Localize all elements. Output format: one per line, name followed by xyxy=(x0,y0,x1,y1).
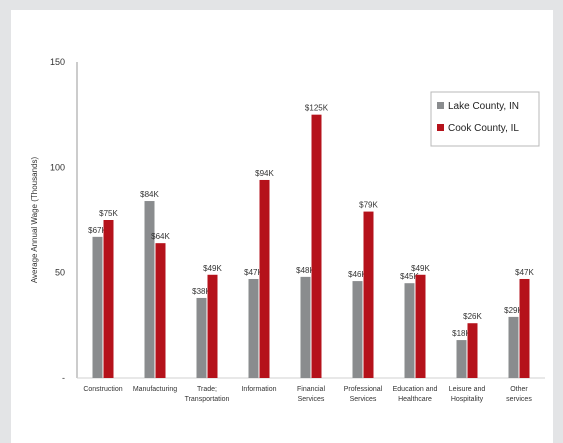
bar-lake xyxy=(248,278,259,378)
x-tick-line: Education and xyxy=(393,386,438,393)
data-label: $18K xyxy=(452,329,471,338)
x-tick-label: Professional Services xyxy=(344,386,383,403)
x-tick-line: Trade; xyxy=(197,386,217,393)
data-label: $45K xyxy=(400,272,419,281)
x-tick-line: Construction xyxy=(83,386,122,393)
bar-cook xyxy=(519,278,530,378)
x-tick-label: Education and Healthcare xyxy=(393,386,438,403)
bar-lake xyxy=(144,201,155,378)
bar-lake xyxy=(300,276,311,378)
data-label: $26K xyxy=(463,312,482,321)
x-tick-line: Services xyxy=(350,396,377,403)
bar-cook xyxy=(363,211,374,378)
y-tick-label: 50 xyxy=(55,268,65,278)
y-tick-label: 100 xyxy=(50,162,65,172)
bar-cook xyxy=(155,243,166,378)
x-tick-label: Other services xyxy=(506,386,532,403)
legend-swatch xyxy=(437,102,444,109)
data-label: $38K xyxy=(192,287,211,296)
legend-label: Lake County, IN xyxy=(448,101,519,112)
x-tick-line: Information xyxy=(241,386,276,393)
bar-lake xyxy=(456,340,467,378)
bar-cook xyxy=(103,220,114,378)
y-axis-title: Average Annual Wage (Thousands) xyxy=(30,157,39,284)
x-tick-line: Hospitality xyxy=(451,396,484,403)
bar-cook xyxy=(259,179,270,378)
x-tick-label: Leisure and Hospitality xyxy=(449,386,486,403)
data-label: $79K xyxy=(359,201,378,210)
bar-cook xyxy=(467,323,478,378)
x-tick-line: Manufacturing xyxy=(133,386,177,393)
bar-lake xyxy=(508,316,519,378)
data-label: $94K xyxy=(255,169,274,178)
bar-lake xyxy=(404,283,415,378)
x-tick-label: Financial Services xyxy=(297,386,325,403)
x-tick-line: Services xyxy=(298,396,325,403)
data-label: $46K xyxy=(348,270,367,279)
bar-cook xyxy=(207,274,218,378)
data-label: $84K xyxy=(140,190,159,199)
x-tick-line: Leisure and xyxy=(449,386,486,393)
bar-lake xyxy=(196,297,207,378)
x-tick-label: Construction xyxy=(83,386,122,393)
legend-swatch xyxy=(437,124,444,131)
data-label: $29K xyxy=(504,306,523,315)
x-tick-label: Information xyxy=(241,386,276,393)
data-label: $47K xyxy=(244,268,263,277)
legend-label: Cook County, IL xyxy=(448,123,519,134)
data-label: $67K xyxy=(88,226,107,235)
data-label: $47K xyxy=(515,268,534,277)
x-tick-label: Trade; Transportation xyxy=(185,386,230,403)
x-tick-line: Other xyxy=(510,386,528,393)
data-label: $64K xyxy=(151,232,170,241)
x-tick-line: Healthcare xyxy=(398,396,432,403)
data-label: $48K xyxy=(296,266,315,275)
data-label: $49K xyxy=(203,264,222,273)
bar-lake xyxy=(352,281,363,378)
x-tick-line: Financial xyxy=(297,386,325,393)
x-tick-line: Professional xyxy=(344,386,383,393)
bar-cook xyxy=(311,114,322,379)
legend-box xyxy=(430,91,540,147)
bar-chart: 150 100 50 - Average Annual Wage (Thousands)… xyxy=(30,57,545,403)
y-tick-label: - xyxy=(62,373,65,383)
bar-cook xyxy=(415,274,426,378)
x-tick-label: Manufacturing xyxy=(133,386,177,393)
bar-lake xyxy=(92,236,103,378)
data-label: $75K xyxy=(99,209,118,218)
chart-card: 150 100 50 - Average Annual Wage (Thousands)… xyxy=(11,10,553,443)
x-tick-line: Transportation xyxy=(185,396,230,403)
data-label: $125K xyxy=(305,104,329,113)
data-label: $49K xyxy=(411,264,430,273)
y-tick-label: 150 xyxy=(50,57,65,67)
x-tick-line: services xyxy=(506,396,532,403)
